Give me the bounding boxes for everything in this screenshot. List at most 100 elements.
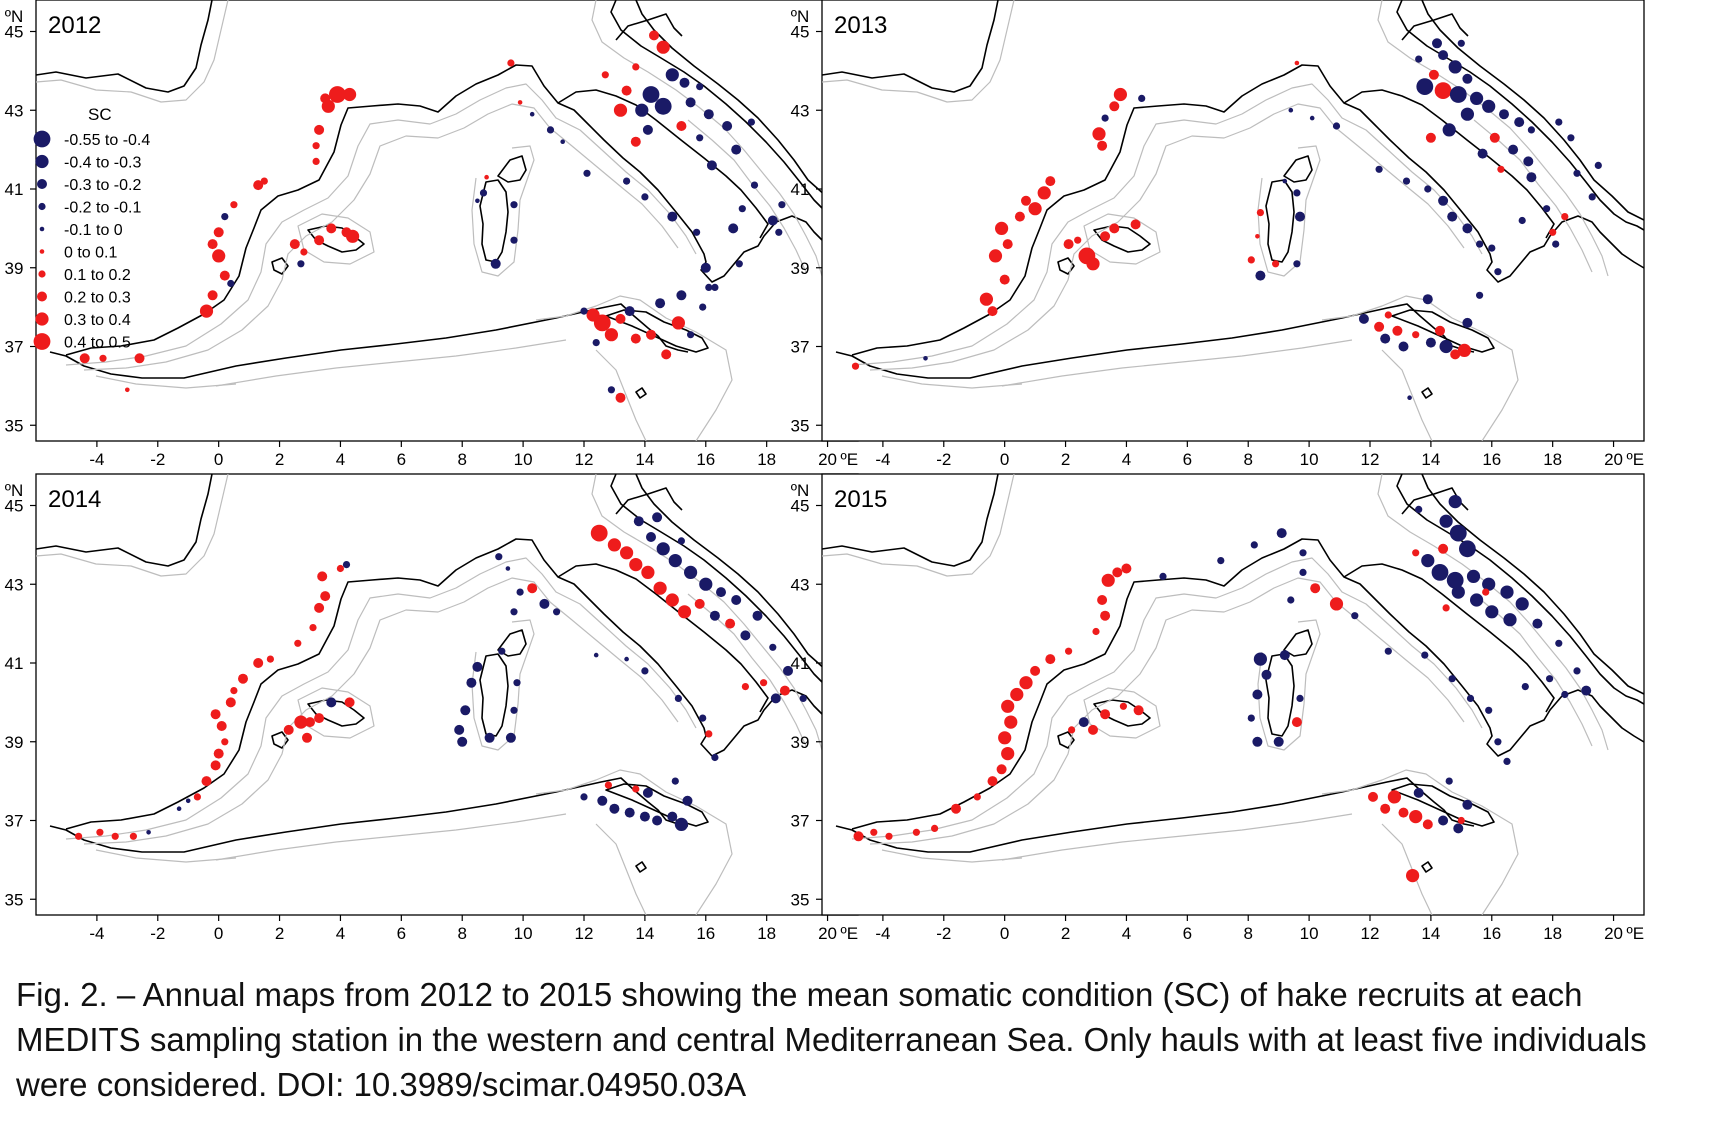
legend-swatch xyxy=(38,202,46,211)
map-panel-2012: 2012-4 -2 0 2 4 6 8 10 12 14 16 18 20 ºE353739414345º… xyxy=(5,0,859,469)
station-point-negative xyxy=(656,542,670,556)
station-point-negative xyxy=(553,608,561,616)
station-point-negative xyxy=(1375,165,1383,173)
station-point-negative xyxy=(1351,612,1359,620)
station-point-negative xyxy=(1488,244,1496,252)
station-point-positive xyxy=(216,721,227,731)
station-point-negative xyxy=(706,160,717,171)
station-point-negative xyxy=(1296,694,1304,702)
legend: SC -0.55 to -0.4 -0.4 to -0.3 -0.3 to -0.2 -… xyxy=(33,105,150,352)
y-tick-label: 41 xyxy=(791,654,810,673)
y-tick-label: 37 xyxy=(5,338,24,357)
legend-swatch xyxy=(33,333,51,350)
station-point-positive xyxy=(134,353,145,364)
station-point-negative xyxy=(750,181,759,189)
y-tick-label: 43 xyxy=(5,575,24,594)
x-tick-label: -4 xyxy=(89,450,104,469)
station-point-positive xyxy=(1380,803,1391,814)
station-point-positive xyxy=(851,362,860,370)
station-point-positive xyxy=(1133,705,1144,716)
station-point-negative xyxy=(775,228,783,236)
station-point-positive xyxy=(1002,239,1013,250)
x-tick-label: 12 xyxy=(575,450,594,469)
station-point-negative xyxy=(1448,60,1462,74)
station-point-positive xyxy=(1130,219,1141,230)
station-point-negative xyxy=(1446,571,1464,589)
station-point-positive xyxy=(632,63,640,71)
station-point-positive xyxy=(1438,543,1449,554)
station-point-positive xyxy=(305,717,315,728)
station-point-positive xyxy=(1019,676,1033,690)
panel-frame xyxy=(821,473,1645,916)
station-point-negative xyxy=(624,807,635,818)
x-tick-label: 14 xyxy=(1421,450,1440,469)
station-point-positive xyxy=(613,103,628,117)
y-tick-label: 39 xyxy=(5,733,24,752)
x-tick-label: 2 xyxy=(1061,450,1070,469)
station-point-negative xyxy=(1523,156,1534,167)
station-point-negative xyxy=(1518,216,1526,225)
station-point-negative xyxy=(783,665,793,676)
station-point-negative xyxy=(696,83,704,91)
station-point-positive xyxy=(238,673,248,684)
map-area xyxy=(36,474,858,915)
station-point-negative xyxy=(1503,757,1511,765)
station-point-negative xyxy=(740,630,751,641)
y-tick-label: 37 xyxy=(791,812,810,831)
station-point-positive xyxy=(1310,583,1321,594)
station-point-positive xyxy=(1374,321,1385,332)
y-tick-label: 41 xyxy=(791,180,810,199)
station-point-positive xyxy=(653,581,667,595)
station-point-positive xyxy=(253,180,264,191)
station-point-negative xyxy=(639,811,650,822)
station-point-negative xyxy=(1276,528,1287,539)
station-point-negative xyxy=(703,109,714,120)
x-tick-label: 20 xyxy=(818,450,837,469)
map-panel-2013: 2013-4 -2 0 2 4 6 8 10 12 14 16 18 20 ºE353739414345º… xyxy=(791,0,1645,469)
y-tick-label: 45 xyxy=(791,497,810,516)
station-point-negative xyxy=(679,77,690,88)
station-point-positive xyxy=(1001,699,1015,713)
x-tick-label: 18 xyxy=(757,924,776,943)
station-point-positive xyxy=(210,760,221,771)
station-point-positive xyxy=(1294,60,1300,66)
station-point-positive xyxy=(741,683,750,691)
station-point-positive xyxy=(931,824,939,832)
station-point-negative xyxy=(1462,223,1473,234)
station-point-positive xyxy=(629,558,643,572)
station-point-negative xyxy=(693,228,701,236)
station-point-positive xyxy=(193,793,201,801)
station-point-negative xyxy=(700,262,711,273)
station-point-positive xyxy=(671,316,686,330)
station-point-negative xyxy=(1293,189,1301,197)
station-point-negative xyxy=(1449,86,1467,103)
station-point-negative xyxy=(1503,613,1517,627)
station-point-negative xyxy=(699,303,707,311)
panel-frame xyxy=(821,0,1645,442)
station-point-negative xyxy=(1261,669,1272,680)
station-point-positive xyxy=(656,40,670,54)
station-point-negative xyxy=(1255,270,1266,281)
station-point-negative xyxy=(342,561,351,569)
x-tick-label: 20 xyxy=(1604,924,1623,943)
station-point-negative xyxy=(711,283,719,291)
station-point-positive xyxy=(1068,726,1076,734)
station-point-positive xyxy=(1434,82,1452,99)
station-point-negative xyxy=(1527,126,1535,134)
station-point-positive xyxy=(336,564,344,573)
station-point-positive xyxy=(527,583,538,594)
station-point-positive xyxy=(885,832,893,840)
station-point-positive xyxy=(1030,665,1041,676)
station-point-positive xyxy=(75,832,83,840)
station-point-negative xyxy=(607,386,616,394)
station-point-negative xyxy=(593,652,599,658)
station-point-negative xyxy=(1466,569,1481,583)
station-point-negative xyxy=(1573,667,1581,675)
station-point-negative xyxy=(580,307,588,315)
station-point-negative xyxy=(1543,205,1551,213)
station-point-negative xyxy=(466,677,477,688)
station-point-negative xyxy=(722,121,733,131)
y-tick-label: 45 xyxy=(5,497,24,516)
station-point-positive xyxy=(517,100,523,105)
station-point-positive xyxy=(1457,343,1471,357)
